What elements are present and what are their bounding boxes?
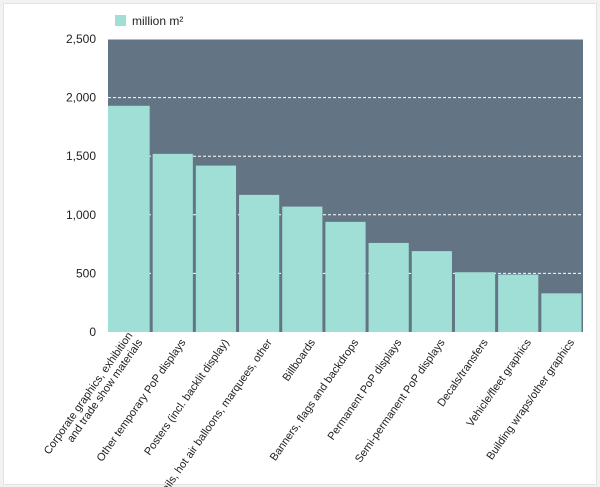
x-tick-label-line: Semi-permanent PoP displays [353, 337, 448, 465]
bar [454, 272, 496, 332]
bars [108, 105, 582, 332]
x-tick-label: Permanent PoP displays [326, 337, 405, 443]
y-tick-label: 0 [89, 325, 96, 339]
legend: million m² [115, 14, 183, 28]
x-tick-label-line: Posters (incl. backlit display) [142, 337, 231, 458]
legend-swatch [115, 15, 126, 26]
y-tick-label: 1,000 [66, 208, 96, 222]
x-tick-label-line: Building wraps/other graphics [485, 337, 578, 462]
bar [498, 274, 539, 332]
x-tick-label-line: Banners, flags and backdrops [268, 337, 362, 464]
y-tick-label: 500 [76, 266, 96, 280]
bar [195, 165, 237, 332]
x-tick-label: Building wraps/other graphics [485, 337, 578, 462]
bar [108, 105, 150, 332]
y-tick-labels: 0 500 1,000 1,500 2,000 2,500 [66, 32, 96, 339]
bar [282, 206, 323, 332]
x-tick-label: Banners, flags and backdrops [268, 337, 362, 464]
y-tick-label: 2,000 [66, 91, 96, 105]
x-tick-label-line: Billboards [281, 337, 319, 384]
gridlines [108, 38, 583, 274]
legend-label: million m² [132, 14, 183, 28]
bar [325, 221, 366, 332]
y-tick-label: 1,500 [66, 149, 96, 163]
x-tick-label: Semi-permanent PoP displays [353, 337, 448, 465]
bar [152, 153, 193, 332]
x-tick-label: Posters (incl. backlit display) [142, 337, 231, 458]
bar [368, 242, 409, 332]
x-tick-label-line: Permanent PoP displays [326, 337, 405, 443]
bar [541, 293, 582, 332]
y-tick-label: 2,500 [66, 32, 96, 46]
bar [411, 251, 452, 332]
x-tick-label-line: and trade show materials [65, 337, 146, 445]
x-tick-label: Billboards [281, 337, 319, 384]
bar [239, 194, 280, 332]
